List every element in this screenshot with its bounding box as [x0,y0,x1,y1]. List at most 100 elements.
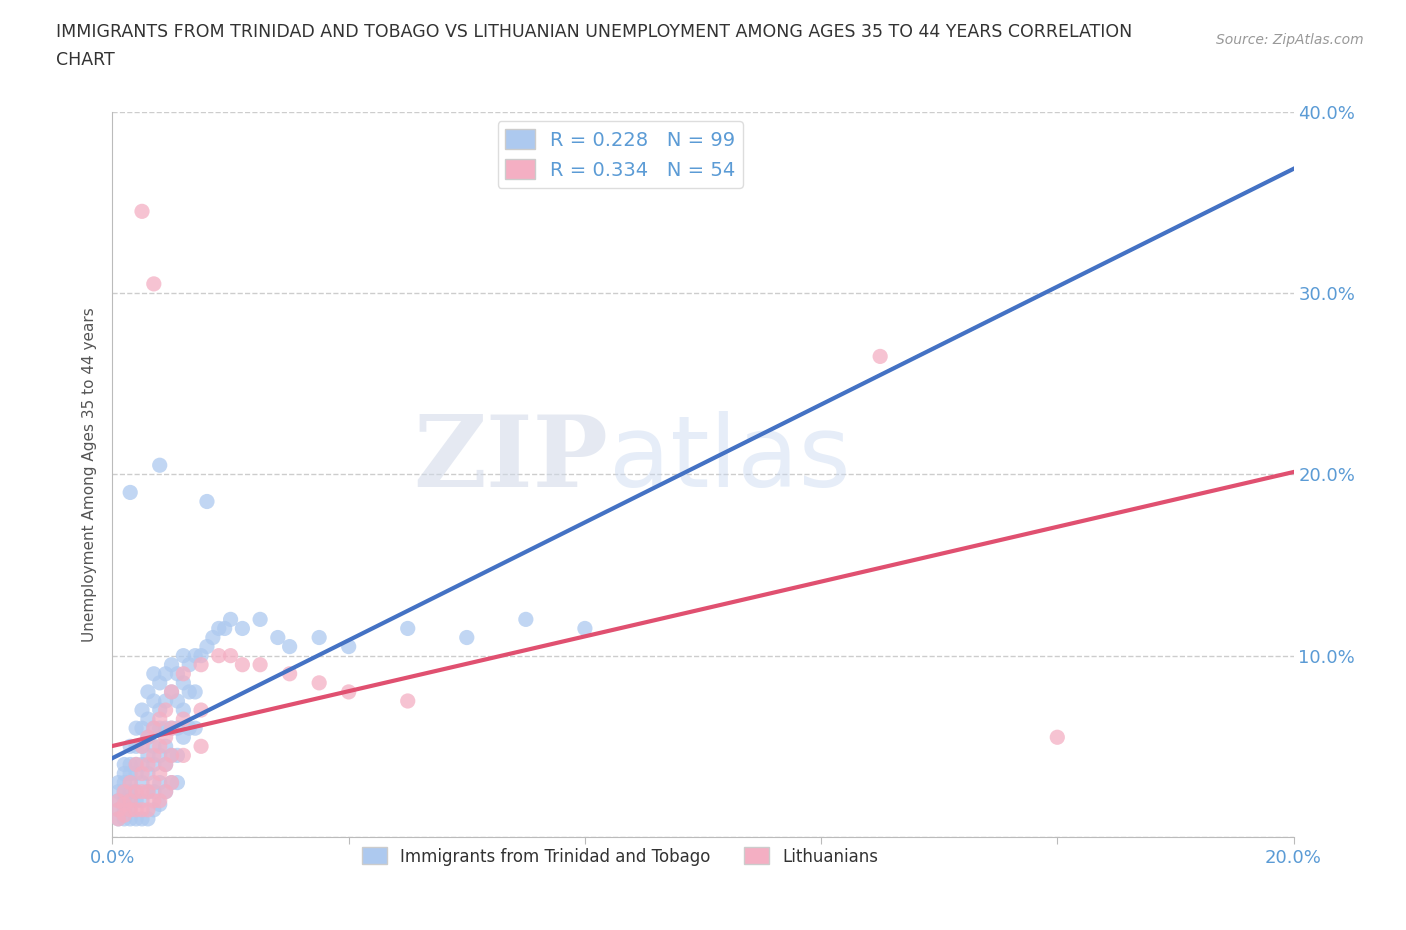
Point [131,784,153,799]
Point [172,703,194,718]
Point [107,803,129,817]
Point [142,667,165,682]
Point [149,721,172,736]
Point [142,721,165,736]
Point [125,757,148,772]
Point [184,721,207,736]
Point [125,793,148,808]
Point [214,621,236,636]
Point [396,621,419,636]
Point [136,730,159,745]
Point [337,639,360,654]
Point [179,658,201,672]
Point [136,684,159,699]
Point [179,684,201,699]
Point [142,803,165,817]
Point [120,766,142,781]
Point [396,694,419,709]
Point [120,757,142,772]
Point [172,730,194,745]
Point [195,494,218,509]
Point [107,803,129,817]
Point [120,738,142,753]
Point [172,711,194,726]
Point [249,612,271,627]
Point [155,730,177,745]
Text: Source: ZipAtlas.com: Source: ZipAtlas.com [1216,33,1364,46]
Point [160,684,183,699]
Point [136,730,159,745]
Point [125,811,148,827]
Point [160,684,183,699]
Point [219,648,242,663]
Point [136,711,159,726]
Point [131,738,153,753]
Point [107,793,129,808]
Point [574,621,596,636]
Point [107,793,129,808]
Point [166,748,188,763]
Point [160,776,183,790]
Point [160,748,183,763]
Point [125,757,148,772]
Point [131,811,153,827]
Point [142,776,165,790]
Point [120,793,142,808]
Point [149,748,172,763]
Point [456,631,478,645]
Point [112,803,135,817]
Point [120,776,142,790]
Point [190,658,212,672]
Point [131,721,153,736]
Text: IMMIGRANTS FROM TRINIDAD AND TOBAGO VS LITHUANIAN UNEMPLOYMENT AMONG AGES 35 TO : IMMIGRANTS FROM TRINIDAD AND TOBAGO VS L… [56,23,1132,41]
Point [160,776,183,790]
Point [142,694,165,709]
Point [190,738,212,753]
Point [142,793,165,808]
Point [107,811,129,827]
Point [107,811,129,827]
Point [125,803,148,817]
Point [136,803,159,817]
Point [172,648,194,663]
Point [166,694,188,709]
Point [120,776,142,790]
Point [160,721,183,736]
Point [131,793,153,808]
Point [142,784,165,799]
Point [166,776,188,790]
Point [267,631,290,645]
Point [160,748,183,763]
Point [155,667,177,682]
Point [308,631,330,645]
Point [172,667,194,682]
Point [125,766,148,781]
Point [155,738,177,753]
Point [131,803,153,817]
Point [125,784,148,799]
Point [131,703,153,718]
Point [125,721,148,736]
Point [131,738,153,753]
Point [208,648,231,663]
Point [112,797,135,812]
Point [112,766,135,781]
Point [190,703,212,718]
Point [142,738,165,753]
Point [136,766,159,781]
Point [249,658,271,672]
Point [190,648,212,663]
Point [278,667,301,682]
Point [160,721,183,736]
Point [112,793,135,808]
Point [136,811,159,827]
Point [184,684,207,699]
Point [869,349,891,364]
Point [107,776,129,790]
Point [155,721,177,736]
Point [149,458,172,472]
Point [155,703,177,718]
Point [120,803,142,817]
Point [184,648,207,663]
Point [149,711,172,726]
